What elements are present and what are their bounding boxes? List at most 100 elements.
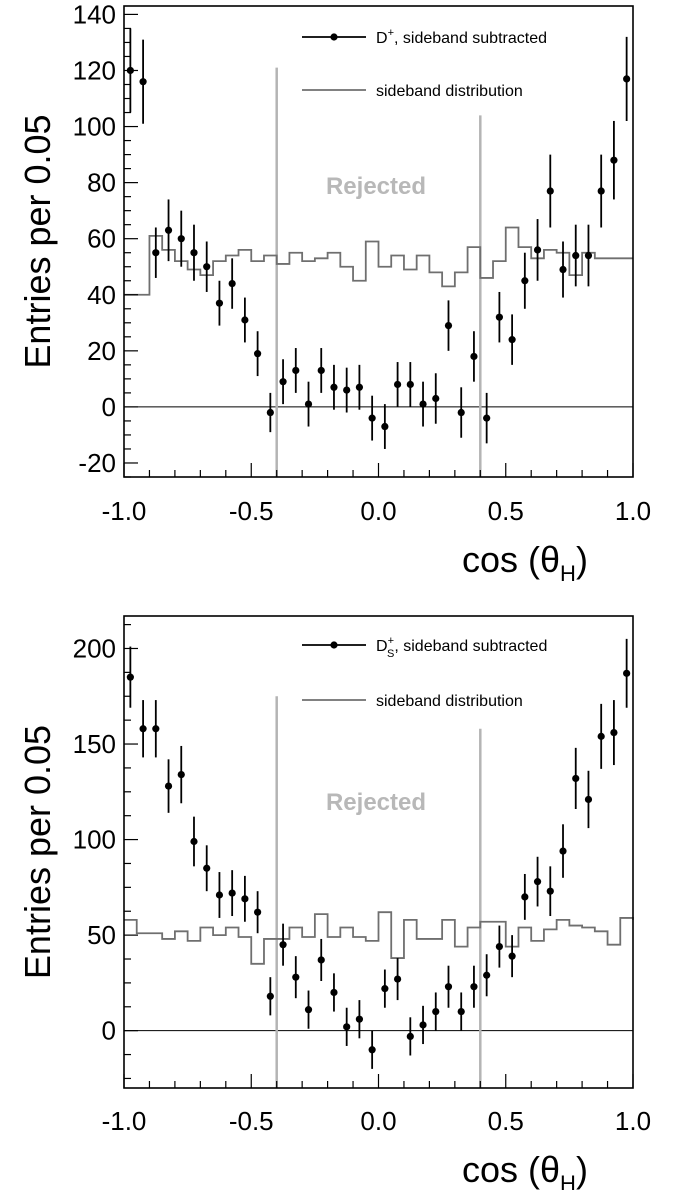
data-marker — [203, 864, 211, 872]
data-marker — [152, 725, 160, 733]
data-marker — [317, 366, 325, 375]
data-point — [508, 314, 516, 365]
data-marker — [241, 895, 249, 903]
data-marker — [610, 156, 618, 164]
data-marker — [215, 891, 224, 899]
legend-data-marker — [330, 33, 338, 41]
data-marker — [546, 887, 554, 895]
data-point — [572, 747, 580, 810]
data-point — [521, 873, 529, 920]
data-marker — [483, 414, 491, 422]
data-marker — [343, 386, 351, 394]
data-marker — [190, 249, 198, 257]
data-point — [546, 154, 554, 228]
data-point — [381, 404, 389, 449]
data-point — [139, 39, 147, 124]
data-point — [190, 816, 198, 867]
data-marker — [368, 1046, 376, 1054]
sideband-histogram — [124, 911, 634, 965]
y-tick-label: 50 — [87, 920, 116, 950]
y-tick-label: 100 — [73, 825, 116, 855]
data-point — [254, 331, 262, 377]
data-marker — [139, 725, 147, 733]
data-marker — [139, 78, 147, 86]
x-tick-label: -0.5 — [229, 496, 274, 526]
data-marker — [164, 782, 173, 790]
data-point — [228, 258, 236, 309]
data-point — [190, 224, 198, 281]
data-marker — [164, 226, 173, 234]
data-point — [343, 367, 351, 413]
data-point — [508, 935, 516, 978]
data-point — [559, 824, 567, 878]
data-point — [330, 973, 338, 1012]
y-tick-label: 20 — [87, 336, 116, 366]
data-point — [470, 331, 478, 382]
data-marker — [521, 893, 529, 901]
data-point — [215, 872, 224, 918]
sideband-histogram — [124, 226, 633, 296]
data-marker — [508, 336, 516, 344]
data-point — [406, 1017, 414, 1056]
data-marker — [292, 366, 300, 375]
data-point — [495, 925, 503, 968]
x-tick-label: 0.5 — [488, 496, 524, 526]
rejected-annotation: Rejected — [326, 789, 426, 816]
data-point — [254, 891, 262, 934]
x-tick-label: -1.0 — [102, 496, 147, 526]
data-point — [393, 958, 402, 1001]
legend: D+, sideband subtracted sideband distribu… — [302, 27, 547, 100]
data-point — [164, 199, 173, 262]
data-marker — [190, 837, 198, 846]
data-marker — [330, 988, 338, 997]
data-marker — [381, 985, 389, 993]
data-point — [483, 392, 491, 444]
data-point — [572, 224, 580, 287]
data-marker — [432, 1007, 440, 1016]
data-marker — [215, 299, 224, 307]
data-marker — [228, 889, 236, 897]
data-point — [457, 992, 465, 1031]
data-marker — [177, 235, 185, 243]
data-point — [279, 359, 287, 405]
y-tick-label: 80 — [87, 168, 116, 198]
data-point — [266, 977, 274, 1016]
data-marker — [623, 669, 631, 677]
data-marker — [457, 1007, 465, 1016]
data-marker — [444, 983, 453, 991]
data-marker — [572, 774, 580, 783]
data-marker — [406, 1032, 414, 1041]
data-point — [533, 856, 542, 907]
data-point — [597, 703, 605, 769]
data-point — [584, 224, 593, 287]
x-axis-title-sub: H — [560, 561, 576, 586]
data-point — [228, 870, 236, 917]
data-marker — [597, 187, 605, 195]
data-point — [304, 381, 313, 427]
data-point — [584, 770, 593, 829]
data-marker — [457, 408, 465, 417]
data-marker — [292, 973, 300, 981]
data-point — [381, 969, 389, 1008]
x-tick-label: -1.0 — [102, 1106, 147, 1136]
data-marker — [343, 1023, 351, 1031]
x-axis-title: cos (θH) — [462, 1149, 588, 1190]
data-point — [343, 1007, 351, 1046]
data-point — [241, 875, 249, 922]
data-point — [419, 1005, 427, 1045]
data-point — [177, 745, 185, 804]
data-marker — [533, 878, 542, 886]
data-point — [126, 646, 134, 708]
data-marker — [546, 187, 554, 195]
data-marker — [495, 942, 503, 951]
data-point — [406, 362, 414, 407]
data-marker — [584, 795, 593, 804]
data-marker — [623, 75, 631, 83]
y-tick-label: 40 — [87, 280, 116, 310]
data-marker — [177, 771, 185, 779]
x-tick-label: -0.5 — [229, 1106, 274, 1136]
data-point — [623, 36, 631, 121]
y-tick-label: 0 — [102, 1016, 116, 1046]
data-point — [597, 154, 605, 228]
